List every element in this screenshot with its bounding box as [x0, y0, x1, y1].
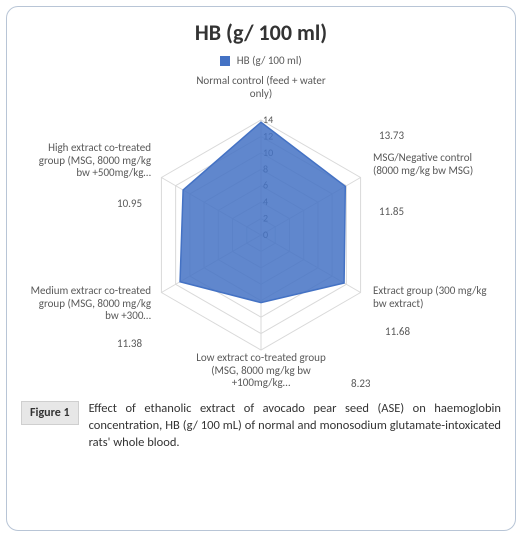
- value-label-3: 8.23: [351, 377, 371, 390]
- radar-svg: 02468101214: [21, 67, 501, 397]
- chart-card: HB (g/ 100 ml) HB (g/ 100 ml) 0246810121…: [6, 6, 516, 531]
- figure-label: Figure 1: [21, 401, 79, 425]
- value-label-2: 11.68: [385, 325, 410, 338]
- axis-label-1: MSG/Negative control (8000 mg/kg bw MSG): [373, 152, 493, 177]
- axis-label-2: Extract group (300 mg/kg bw extract): [373, 285, 493, 310]
- caption-text: Effect of ethanolic extract of avocado p…: [89, 401, 501, 452]
- chart-title: HB (g/ 100 ml): [21, 19, 501, 46]
- legend-swatch: [220, 56, 230, 66]
- figure-caption: Figure 1 Effect of ethanolic extract of …: [21, 401, 501, 452]
- axis-label-0: Normal control (feed + water only): [196, 75, 326, 100]
- radar-chart: 02468101214 Normal control (feed + water…: [21, 67, 501, 397]
- chart-legend: HB (g/ 100 ml): [21, 54, 501, 67]
- value-label-4: 11.38: [117, 337, 142, 350]
- axis-label-4: Medium extracr co-treated group (MSG, 80…: [23, 285, 151, 323]
- axis-label-3: Low extract co-treated group (MSG, 8000 …: [196, 352, 326, 390]
- value-label-0: 13.73: [379, 129, 404, 142]
- value-label-5: 10.95: [117, 197, 142, 210]
- axis-label-5: High extract co-treated group (MSG, 8000…: [23, 142, 151, 180]
- legend-label: HB (g/ 100 ml): [237, 54, 302, 67]
- value-label-1: 11.85: [379, 205, 404, 218]
